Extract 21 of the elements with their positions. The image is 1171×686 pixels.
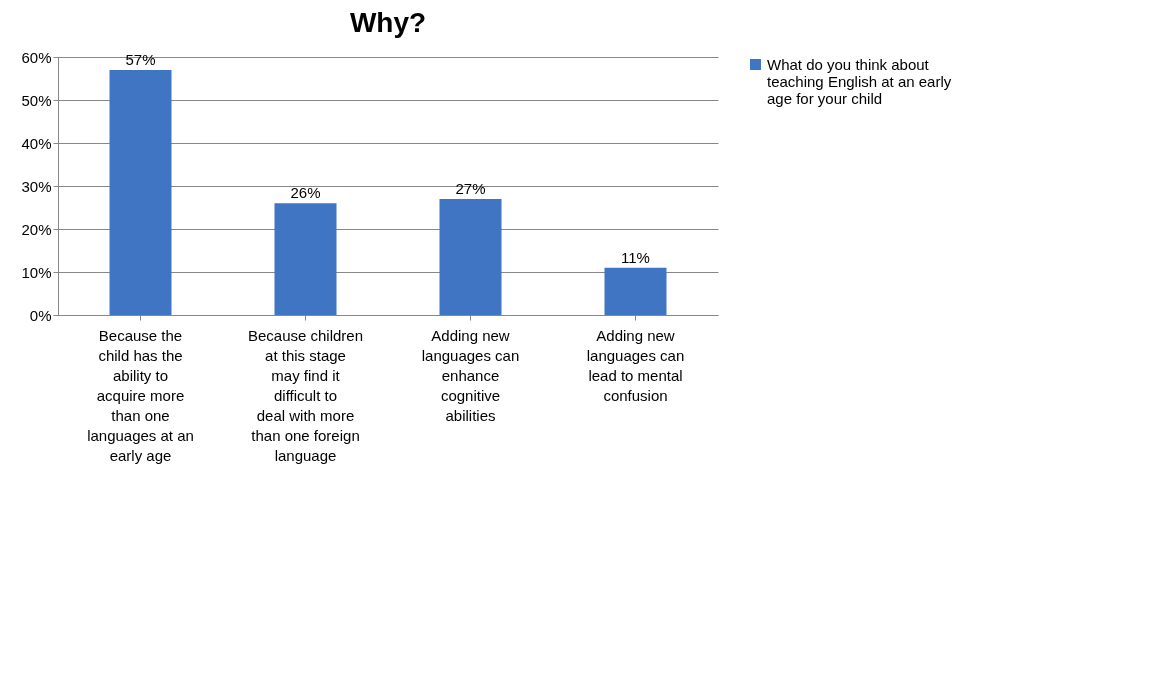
- x-tick-label: Because the child has the ability to acquire more than one languages at an early age: [87, 326, 194, 464]
- chart-title: Why?: [349, 7, 427, 38]
- data-label: 11%: [621, 248, 650, 266]
- data-label: 27%: [455, 179, 486, 197]
- y-tick-label: 40%: [21, 134, 52, 152]
- x-tick-label: Because children at this stage may find it difficult to deal with more than one foreign language: [247, 326, 364, 464]
- data-label: 57%: [125, 50, 156, 68]
- y-tick-label: 10%: [21, 263, 52, 281]
- x-tick-label: Adding new languages can lead to mental confusion: [586, 326, 685, 404]
- bar: [274, 203, 337, 315]
- x-tick-label: Adding new languages can enhance cognitive abilities: [421, 326, 520, 424]
- y-tick-label: 50%: [21, 91, 52, 109]
- y-tick-label: 20%: [21, 220, 52, 238]
- bar: [109, 69, 172, 315]
- bar: [604, 267, 667, 315]
- bar: [439, 198, 502, 315]
- y-tick-label: 30%: [21, 177, 52, 195]
- data-label: 26%: [290, 184, 321, 202]
- legend-label: What do you think about teaching English at an early age for your child: [767, 55, 952, 107]
- y-tick-label: 0%: [29, 306, 52, 324]
- y-tick-label: 60%: [21, 48, 52, 66]
